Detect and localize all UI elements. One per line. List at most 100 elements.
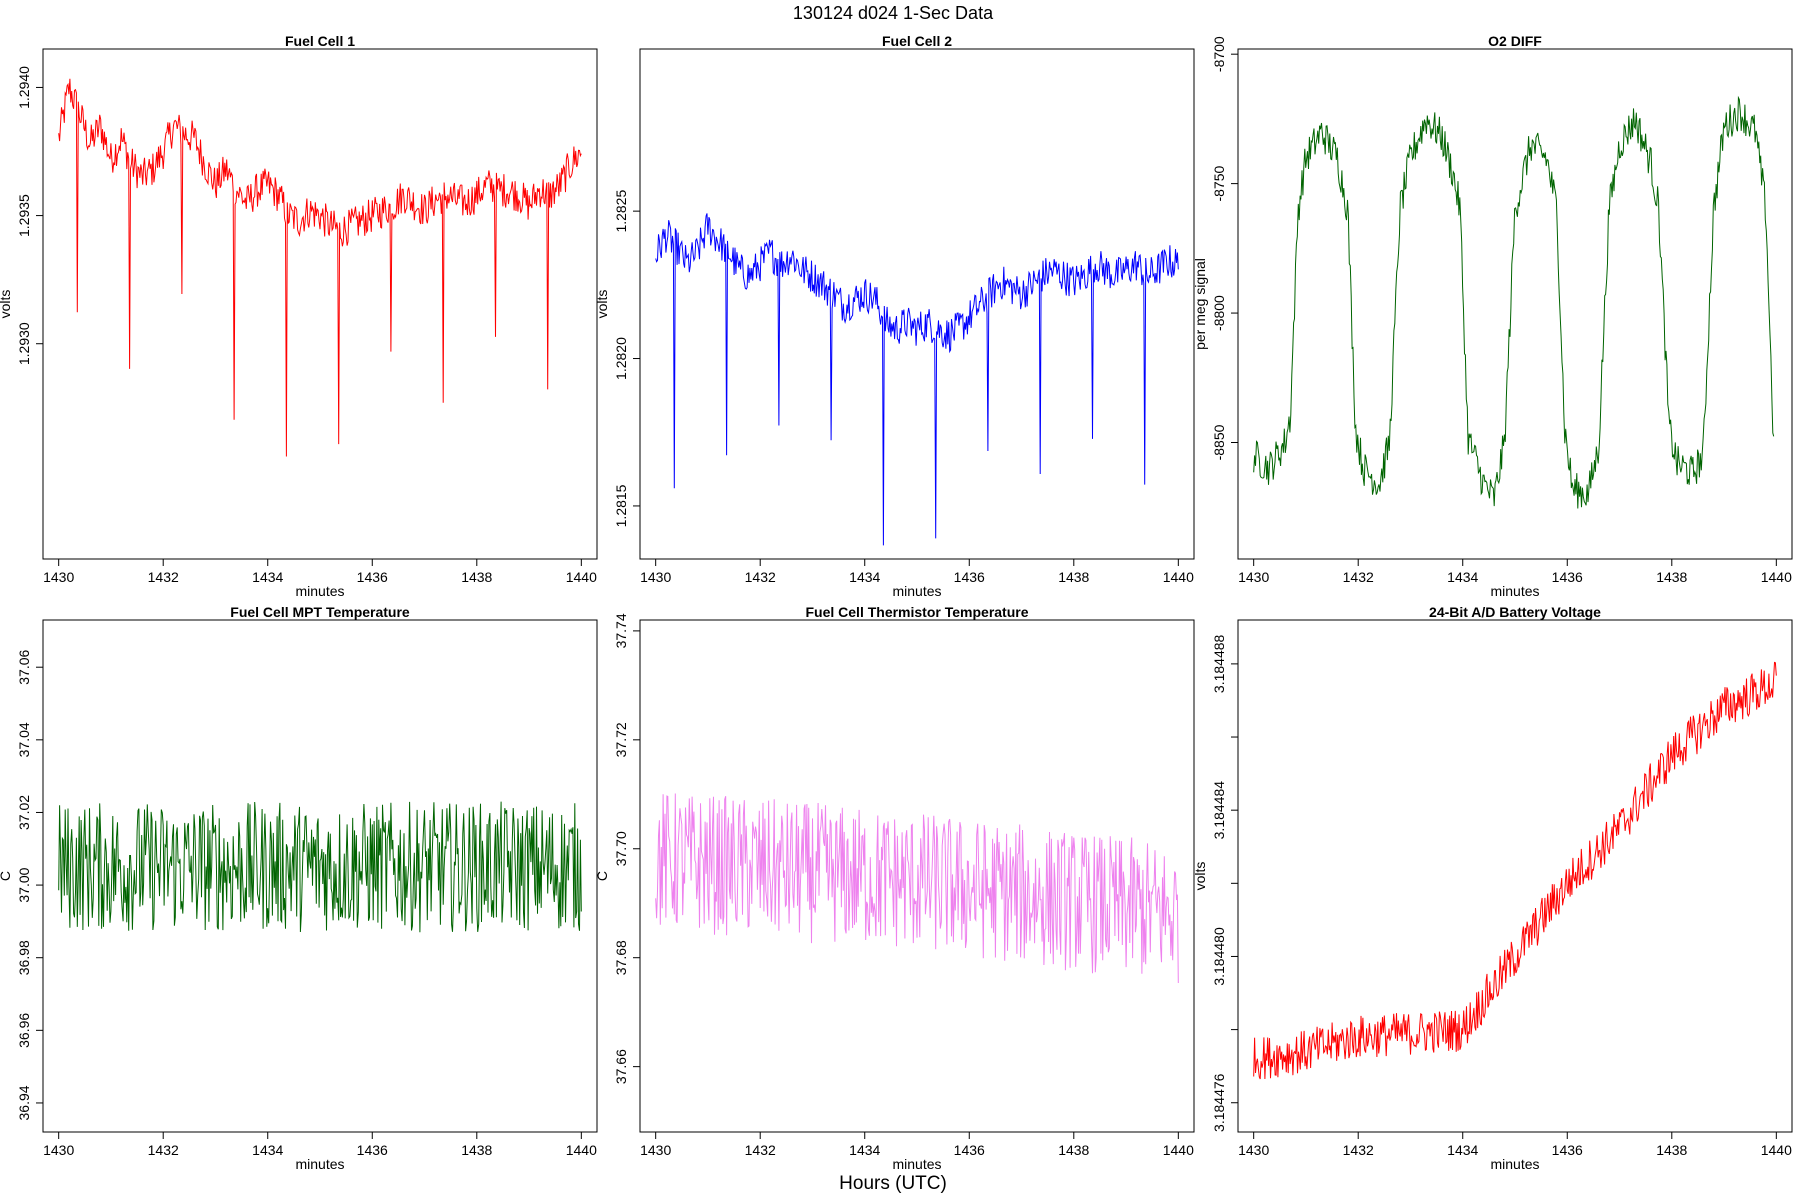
y-axis-label: volts: [594, 290, 610, 319]
y-axis-label: C: [594, 871, 610, 881]
series-line: [58, 78, 582, 457]
x-axis-label: minutes: [1490, 583, 1539, 599]
y-tick-label: 1.2940: [16, 66, 32, 109]
x-tick-label: 1436: [357, 1142, 388, 1158]
panel-title: Fuel Cell 2: [882, 33, 952, 49]
plot-frame: [1237, 48, 1793, 560]
x-tick-label: 1440: [566, 569, 597, 585]
x-tick-label: 1432: [745, 569, 776, 585]
y-tick-label: 37.04: [16, 722, 32, 757]
panel-title: O2 DIFF: [1488, 33, 1542, 49]
y-tick-label: 1.2820: [613, 337, 629, 380]
y-tick-label: -8750: [1211, 166, 1227, 202]
panel-4: Fuel Cell MPT Temperature 1430 1432 1434 143…: [0, 604, 598, 1172]
plot-frame: [42, 48, 598, 560]
y-tick-label: 3.184476: [1211, 1073, 1227, 1132]
x-tick-label: 1438: [1656, 1142, 1687, 1158]
x-axis-label: minutes: [295, 1156, 344, 1172]
x-tick-label: 1432: [1343, 569, 1374, 585]
x-tick-label: 1436: [954, 1142, 985, 1158]
x-tick-label: 1440: [1761, 569, 1792, 585]
x-tick-label: 1434: [1447, 1142, 1478, 1158]
series-line: [58, 801, 582, 933]
x-tick-label: 1430: [43, 1142, 74, 1158]
y-tick-label: 36.96: [16, 1013, 32, 1048]
panel-6: 24-Bit A/D Battery Voltage 1430 1432 1434 14…: [1192, 604, 1793, 1172]
x-tick-label: 1436: [954, 569, 985, 585]
y-tick-label: 37.74: [613, 613, 629, 648]
panel-2: Fuel Cell 2 1430 1432 1434 1436 1438 1440 minut…: [594, 33, 1195, 599]
x-tick-label: 1432: [745, 1142, 776, 1158]
panel-title: Fuel Cell 1: [285, 33, 355, 49]
y-tick-label: 36.98: [16, 940, 32, 975]
panels: Fuel Cell 1 1430 1432 1434 1436 1438 1440 minut…: [0, 33, 1793, 1172]
series-line: [655, 213, 1179, 546]
x-tick-label: 1440: [1163, 569, 1194, 585]
x-tick-label: 1436: [1552, 569, 1583, 585]
x-axis-label: minutes: [892, 583, 941, 599]
y-tick-label: 37.68: [613, 940, 629, 975]
panel-5: Fuel Cell Thermistor Temperature 1430 1432…: [594, 604, 1195, 1172]
plot-frame: [1237, 619, 1793, 1133]
series-line: [1253, 661, 1777, 1080]
x-tick-label: 1440: [1163, 1142, 1194, 1158]
x-tick-label: 1434: [849, 569, 880, 585]
y-tick-label: 37.00: [16, 867, 32, 902]
plot-frame: [639, 48, 1195, 560]
x-axis-label: minutes: [892, 1156, 941, 1172]
x-tick-label: 1434: [849, 1142, 880, 1158]
y-axis-label: volts: [1192, 862, 1208, 891]
y-tick-label: 3.184480: [1211, 927, 1227, 986]
y-axis-label: volts: [0, 290, 13, 319]
y-tick-label: 36.94: [16, 1085, 32, 1120]
y-tick-label: -8700: [1211, 36, 1227, 72]
x-tick-label: 1438: [1058, 569, 1089, 585]
plot-frame: [42, 619, 598, 1133]
plot-frame: [639, 619, 1195, 1133]
y-tick-label: 37.72: [613, 722, 629, 757]
x-tick-label: 1438: [461, 569, 492, 585]
x-tick-label: 1430: [1238, 569, 1269, 585]
x-tick-label: 1438: [461, 1142, 492, 1158]
x-tick-label: 1434: [1447, 569, 1478, 585]
x-tick-label: 1438: [1656, 569, 1687, 585]
panel-1: Fuel Cell 1 1430 1432 1434 1436 1438 1440 minut…: [0, 33, 598, 599]
y-tick-label: -8800: [1211, 295, 1227, 331]
x-tick-label: 1430: [43, 569, 74, 585]
y-tick-label: 1.2815: [613, 484, 629, 527]
y-tick-label: 1.2930: [16, 322, 32, 365]
x-tick-label: 1438: [1058, 1142, 1089, 1158]
y-tick-label: 3.184484: [1211, 781, 1227, 840]
x-tick-label: 1430: [640, 1142, 671, 1158]
x-tick-label: 1430: [1238, 1142, 1269, 1158]
x-tick-label: 1432: [148, 1142, 179, 1158]
y-tick-label: 37.70: [613, 831, 629, 866]
figure-bottom-label: Hours (UTC): [839, 1173, 947, 1194]
series-line: [655, 793, 1179, 984]
series-line: [1253, 95, 1775, 509]
x-tick-label: 1440: [1761, 1142, 1792, 1158]
y-tick-label: 1.2935: [16, 194, 32, 237]
x-tick-label: 1434: [252, 569, 283, 585]
x-tick-label: 1430: [640, 569, 671, 585]
panel-title: 24-Bit A/D Battery Voltage: [1429, 604, 1601, 620]
y-tick-label: 37.06: [16, 649, 32, 684]
y-axis-label: C: [0, 871, 13, 881]
panel-title: Fuel Cell Thermistor Temperature: [805, 604, 1028, 620]
x-axis-label: minutes: [1490, 1156, 1539, 1172]
y-axis-label: per meg signal: [1192, 258, 1208, 350]
y-tick-label: 1.2825: [613, 190, 629, 233]
panel-3: O2 DIFF 1430 1432 1434 1436 1438 1440 minutes -8…: [1192, 33, 1793, 599]
panel-title: Fuel Cell MPT Temperature: [230, 604, 410, 620]
x-tick-label: 1432: [148, 569, 179, 585]
x-tick-label: 1432: [1343, 1142, 1374, 1158]
x-tick-label: 1436: [357, 569, 388, 585]
x-axis-label: minutes: [295, 583, 344, 599]
figure-suptitle: 130124 d024 1-Sec Data: [793, 3, 994, 23]
y-tick-label: 37.66: [613, 1049, 629, 1084]
y-tick-label: -8850: [1211, 424, 1227, 460]
y-tick-label: 3.184488: [1211, 634, 1227, 693]
y-tick-label: 37.02: [16, 795, 32, 830]
x-tick-label: 1436: [1552, 1142, 1583, 1158]
x-tick-label: 1440: [566, 1142, 597, 1158]
